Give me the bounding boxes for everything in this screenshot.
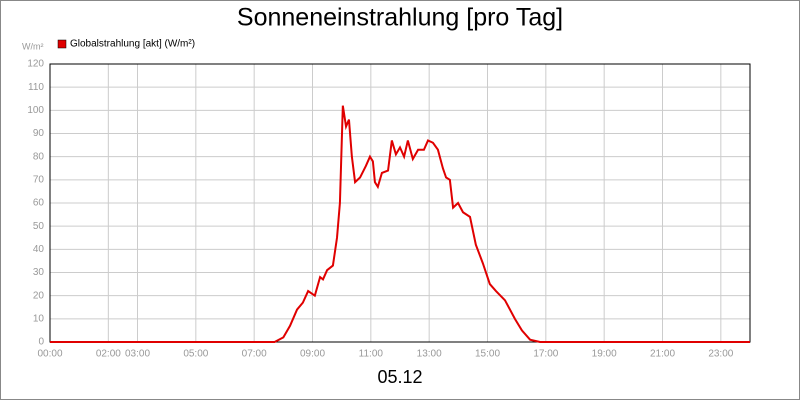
y-tick-label: 50 xyxy=(33,221,45,232)
y-tick-label: 10 xyxy=(33,313,45,324)
y-tick-label: 90 xyxy=(33,128,45,139)
x-axis-label: 05.12 xyxy=(377,367,422,387)
y-tick-label: 80 xyxy=(33,151,45,162)
x-tick-label: 17:00 xyxy=(533,349,558,360)
plot-frame xyxy=(49,63,751,343)
data-line xyxy=(50,105,750,343)
x-tick-label: 23:00 xyxy=(708,349,733,360)
x-tick-label: 00:00 xyxy=(37,349,62,360)
x-tick-label: 19:00 xyxy=(592,349,617,360)
x-tick-label: 05:00 xyxy=(183,349,208,360)
y-tick-label: 60 xyxy=(33,198,45,209)
y-axis-label: W/m² xyxy=(22,41,44,51)
x-tick-label: 03:00 xyxy=(125,349,150,360)
y-tick-label: 0 xyxy=(38,337,44,348)
y-tick-label: 20 xyxy=(33,290,45,301)
x-tick-label: 11:00 xyxy=(359,349,384,360)
y-tick-label: 120 xyxy=(27,59,44,70)
legend-swatch xyxy=(57,39,67,49)
y-tick-label: 70 xyxy=(33,174,45,185)
chart-title: Sonneneinstrahlung [pro Tag] xyxy=(237,4,563,32)
x-tick-label: 09:00 xyxy=(300,349,325,360)
x-tick-label: 13:00 xyxy=(417,349,442,360)
x-tick-label: 07:00 xyxy=(242,349,267,360)
x-tick-label: 15:00 xyxy=(475,349,500,360)
y-tick-label: 30 xyxy=(33,267,45,278)
legend-label: Globalstrahlung [akt] (W/m²) xyxy=(70,39,195,50)
x-tick-label: 02:00 xyxy=(96,349,121,360)
y-tick-label: 40 xyxy=(33,244,45,255)
y-tick-label: 100 xyxy=(27,105,44,116)
x-tick-label: 21:00 xyxy=(650,349,675,360)
y-tick-label: 110 xyxy=(28,82,44,93)
